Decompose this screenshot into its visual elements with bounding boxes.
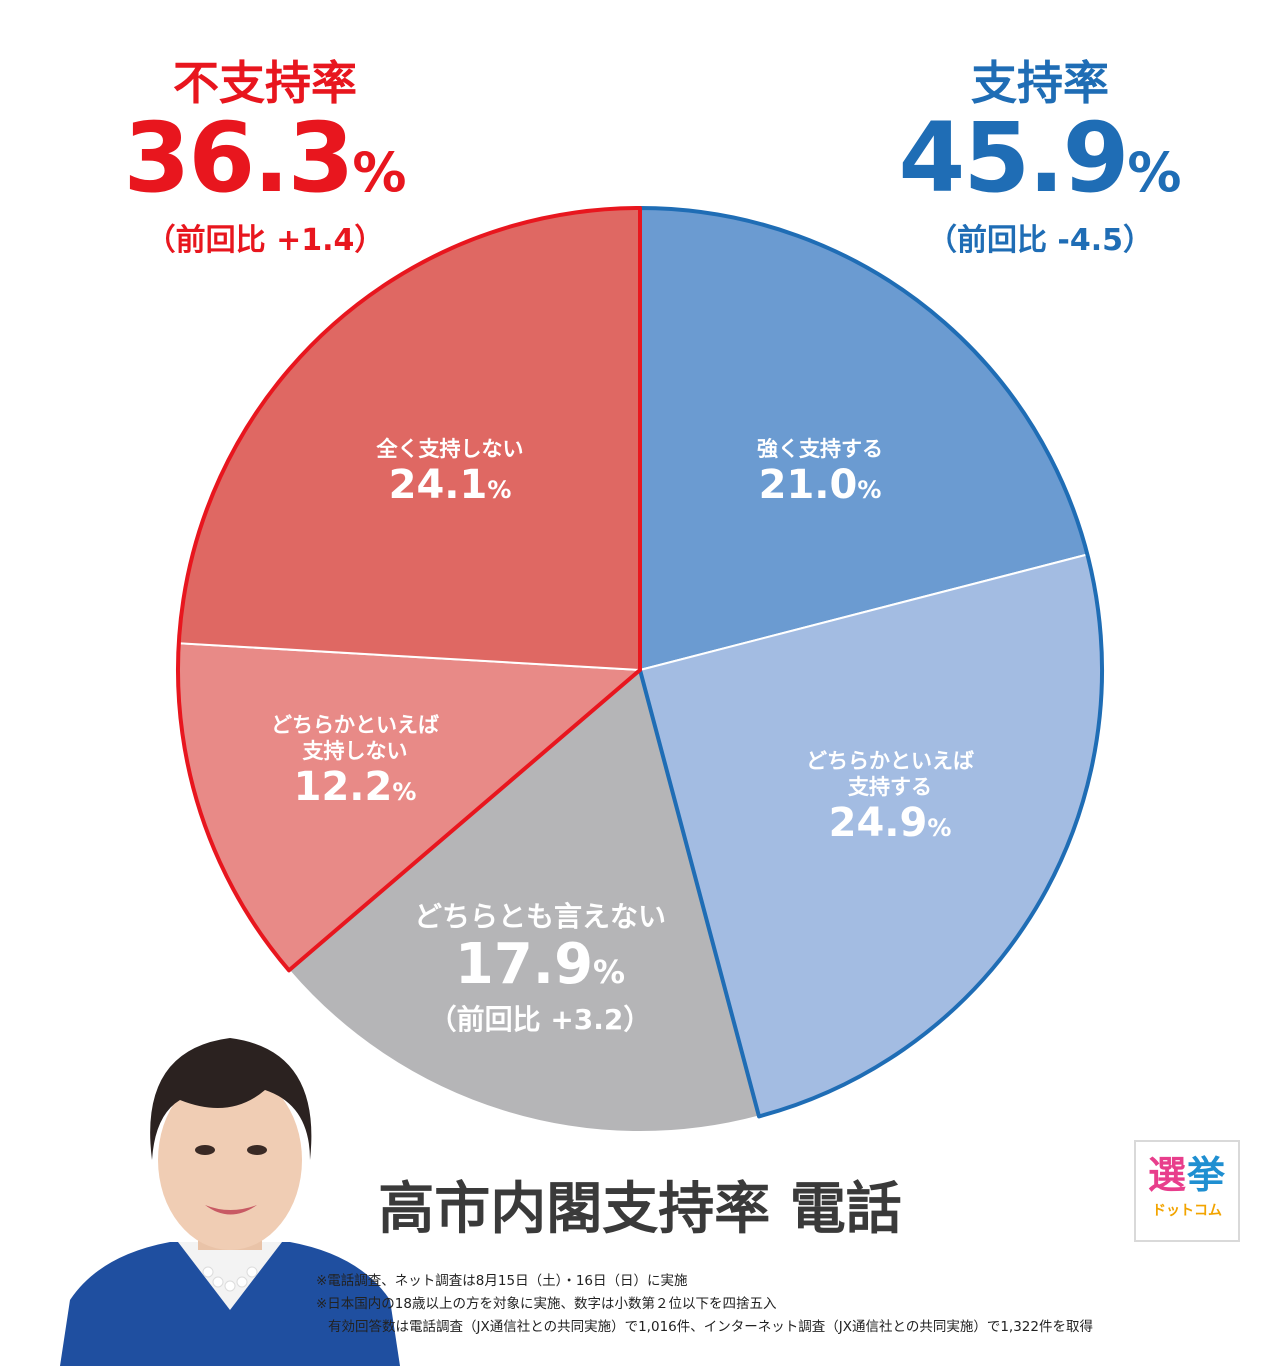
disapproval-label: 不支持率 [173, 56, 357, 110]
group-outline-disapproval [176, 206, 642, 973]
slice-name: 強く支持する [757, 437, 883, 461]
disapproval-change: （前回比 +1.4） [145, 223, 385, 258]
logo-mark: 選挙 [1147, 1153, 1227, 1197]
slice-value: 12.2% [293, 764, 417, 810]
slice-label-lean-support: どちらかといえば 支持する 24.9% [780, 748, 1000, 851]
footnotes: ※電話調査、ネット調査は8月15日（土）・16日（日）に実施 ※日本国内の18歳… [316, 1270, 1256, 1339]
slice-value: 24.1% [388, 462, 512, 508]
approval-label: 支持率 [971, 56, 1109, 110]
disapproval-value: 36.3% [123, 102, 407, 214]
slice-value: 17.9% [454, 932, 626, 997]
approval-summary: 支持率 45.9% （前回比 -4.5） [880, 58, 1200, 259]
footnote: 有効回答数は電話調査（JX通信社との共同実施）で1,016件、インターネット調査… [328, 1319, 1093, 1335]
slice-name: 全く支持しない [376, 437, 524, 461]
pie-slice-neither [287, 668, 761, 1133]
senkyo-dotcom-logo: 選挙 ドットコム [1134, 1140, 1240, 1242]
slice-label-neither: どちらとも言えない 17.9% （前回比 +3.2） [380, 900, 700, 1037]
slice-name: どちらかといえば 支持しない [271, 713, 439, 763]
disapproval-summary: 不支持率 36.3% （前回比 +1.4） [110, 58, 420, 259]
slice-label-lean-oppose: どちらかといえば 支持しない 12.2% [240, 712, 470, 815]
portrait-image [60, 1038, 400, 1366]
logo-subtext: ドットコム [1152, 1203, 1222, 1219]
slice-name: どちらとも言えない [413, 900, 666, 933]
slice-change: （前回比 +3.2） [428, 1003, 652, 1036]
slice-label-strong-oppose: 全く支持しない 24.1% [340, 436, 560, 513]
approval-change: （前回比 -4.5） [926, 223, 1154, 258]
slice-value: 21.0% [758, 462, 882, 508]
group-outline-approval [638, 206, 1104, 1119]
slice-label-strong-support: 強く支持する 21.0% [720, 436, 920, 513]
slice-value: 24.9% [828, 800, 952, 846]
footnote: ※日本国内の18歳以上の方を対象に実施、数字は小数第２位以下を四捨五入 [316, 1296, 777, 1312]
footnote: ※電話調査、ネット調査は8月15日（土）・16日（日）に実施 [316, 1273, 688, 1289]
approval-value: 45.9% [898, 102, 1182, 214]
chart-title: 高市内閣支持率 電話 [378, 1177, 902, 1242]
slice-name: どちらかといえば 支持する [806, 749, 974, 799]
